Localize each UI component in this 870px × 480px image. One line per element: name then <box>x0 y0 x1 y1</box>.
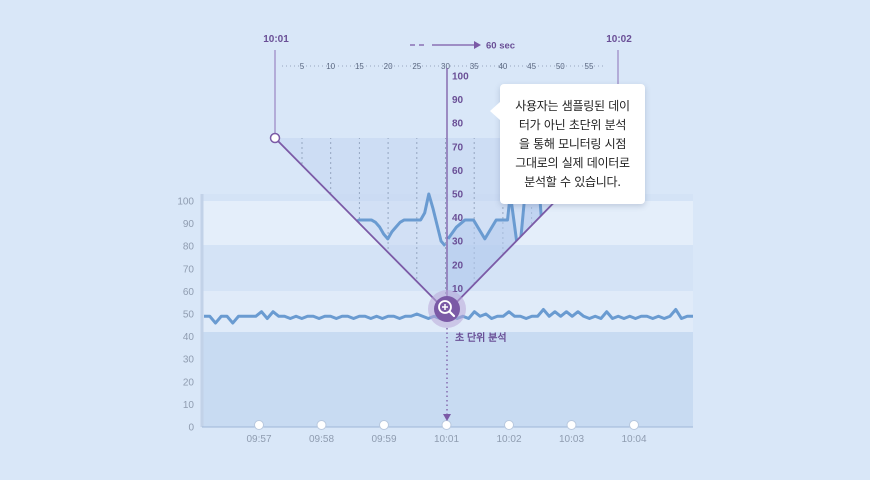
zoom-y-tick-label: 60 <box>452 166 464 177</box>
zoom-y-tick-label: 10 <box>452 284 464 295</box>
zoom-y-tick-label: 30 <box>452 237 464 248</box>
x-tick-marker <box>254 420 264 430</box>
zoom-x-tick-label: 40 <box>498 62 507 71</box>
zoom-x-tick-label: 20 <box>384 62 393 71</box>
tooltip-line: 터가 아닌 초단위 분석 <box>518 118 627 132</box>
zoom-y-tick-label: 100 <box>452 72 469 83</box>
tooltip-line: 사용자는 샘플링된 데이 <box>515 99 630 113</box>
zoom-left-edge <box>274 137 448 313</box>
info-tooltip: 사용자는 샘플링된 데이 터가 아닌 초단위 분석 을 통해 모니터링 시점 그… <box>490 84 645 204</box>
zoom-x-tick-label: 55 <box>585 62 594 71</box>
y-tick-label: 0 <box>188 423 194 434</box>
duration-label: 60 sec <box>486 41 515 52</box>
zoom-series-lead <box>354 192 447 247</box>
left-marker-handle[interactable] <box>269 132 281 144</box>
zoom-drop-arrow <box>443 414 451 421</box>
zoom-x-tick-label: 15 <box>355 62 364 71</box>
x-tick-label: 10:04 <box>621 434 646 445</box>
zoom-y-tick-label: 70 <box>452 142 464 153</box>
tooltip-line: 분석할 수 있습니다. <box>524 175 621 189</box>
x-tick-label: 09:57 <box>246 434 271 445</box>
x-tick-label: 10:01 <box>434 434 459 445</box>
y-tick-label: 50 <box>183 310 195 321</box>
x-tick-label: 09:58 <box>309 434 334 445</box>
zoom-x-tick-label: 30 <box>441 62 450 71</box>
zoom-x-tick-label: 5 <box>300 62 305 71</box>
right-marker-label: 10:02 <box>606 34 632 45</box>
y-tick-label: 20 <box>183 377 195 388</box>
x-tick-marker <box>566 420 577 430</box>
y-tick-label: 60 <box>183 287 195 298</box>
zoom-x-tick-label: 50 <box>556 62 565 71</box>
zoom-y-tick-label: 20 <box>452 260 464 271</box>
tooltip-line: 을 통해 모니터링 시점 <box>518 137 627 151</box>
duration-arrow-head <box>474 41 481 49</box>
y-tick-label: 80 <box>183 242 195 253</box>
tooltip-line: 그대로의 실제 데이터로 <box>515 156 630 170</box>
zoom-x-tick-label: 10 <box>326 62 335 71</box>
y-tick-label: 10 <box>183 400 195 411</box>
y-tick-label: 30 <box>183 355 195 366</box>
left-marker-label: 10:01 <box>263 34 289 45</box>
zoom-x-tick-label: 35 <box>470 62 479 71</box>
y-tick-label: 70 <box>183 264 195 275</box>
zoom-y-tick-label: 90 <box>452 95 464 106</box>
x-tick-label: 10:02 <box>496 434 521 445</box>
zoom-in-icon <box>438 300 456 318</box>
y-tick-label: 90 <box>183 219 195 230</box>
zoom-x-tick-label: 25 <box>412 62 421 71</box>
zoom-button[interactable] <box>428 290 466 328</box>
x-tick-marker <box>379 420 389 430</box>
zoom-caption: 초 단위 분석 <box>455 331 507 344</box>
y-tick-label: 100 <box>177 197 194 208</box>
x-tick-marker <box>504 420 514 430</box>
zoom-y-tick-label: 50 <box>452 190 464 201</box>
x-tick-label: 09:59 <box>371 434 396 445</box>
x-tick-marker <box>441 420 452 430</box>
x-tick-marker <box>316 420 327 430</box>
zoom-y-tick-label: 40 <box>452 213 464 224</box>
y-tick-label: 40 <box>183 332 195 343</box>
zoom-x-tick-label: 45 <box>527 62 536 71</box>
x-tick-label: 10:03 <box>559 434 584 445</box>
chart-area-fill <box>202 332 693 427</box>
x-tick-marker <box>629 420 639 430</box>
zoom-y-tick-label: 80 <box>452 119 464 130</box>
